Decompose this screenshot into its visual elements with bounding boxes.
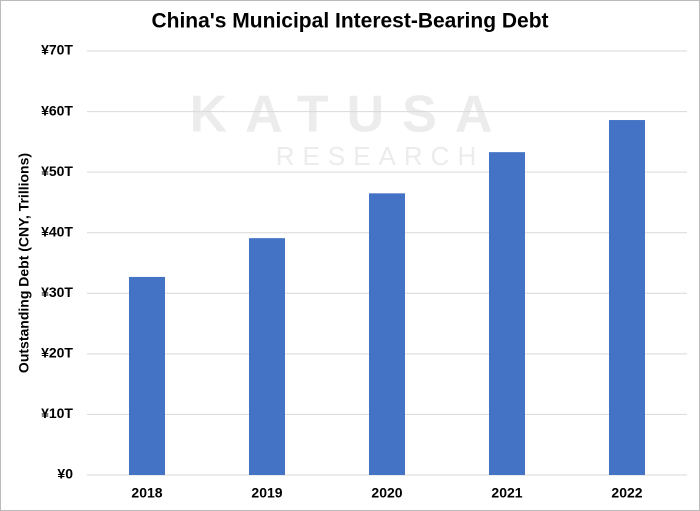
x-tick-label: 2021 [491, 485, 522, 501]
y-tick-label: ¥0 [57, 466, 73, 482]
y-tick-label: ¥70T [41, 42, 73, 58]
x-tick-label: 2019 [251, 485, 282, 501]
x-tick-label: 2022 [611, 485, 642, 501]
chart-title: China's Municipal Interest-Bearing Debt [151, 10, 548, 33]
y-axis-label: Outstanding Debt (CNY, Trillions) [16, 153, 32, 373]
y-tick-label: ¥20T [41, 345, 73, 361]
y-tick-label: ¥30T [41, 284, 73, 300]
watermark: RESEARCH [276, 141, 484, 171]
y-tick-label: ¥40T [41, 223, 73, 239]
x-tick-label: 2018 [131, 485, 162, 501]
bar [249, 238, 285, 475]
y-tick-label: ¥50T [41, 163, 73, 179]
watermark: KATUSA [190, 86, 511, 144]
bar [609, 120, 645, 476]
bar [129, 276, 165, 475]
x-tick-label: 2020 [371, 485, 402, 501]
bar [369, 193, 405, 476]
y-tick-label: ¥60T [41, 102, 73, 118]
y-tick-label: ¥10T [41, 405, 73, 421]
bar [489, 152, 525, 475]
